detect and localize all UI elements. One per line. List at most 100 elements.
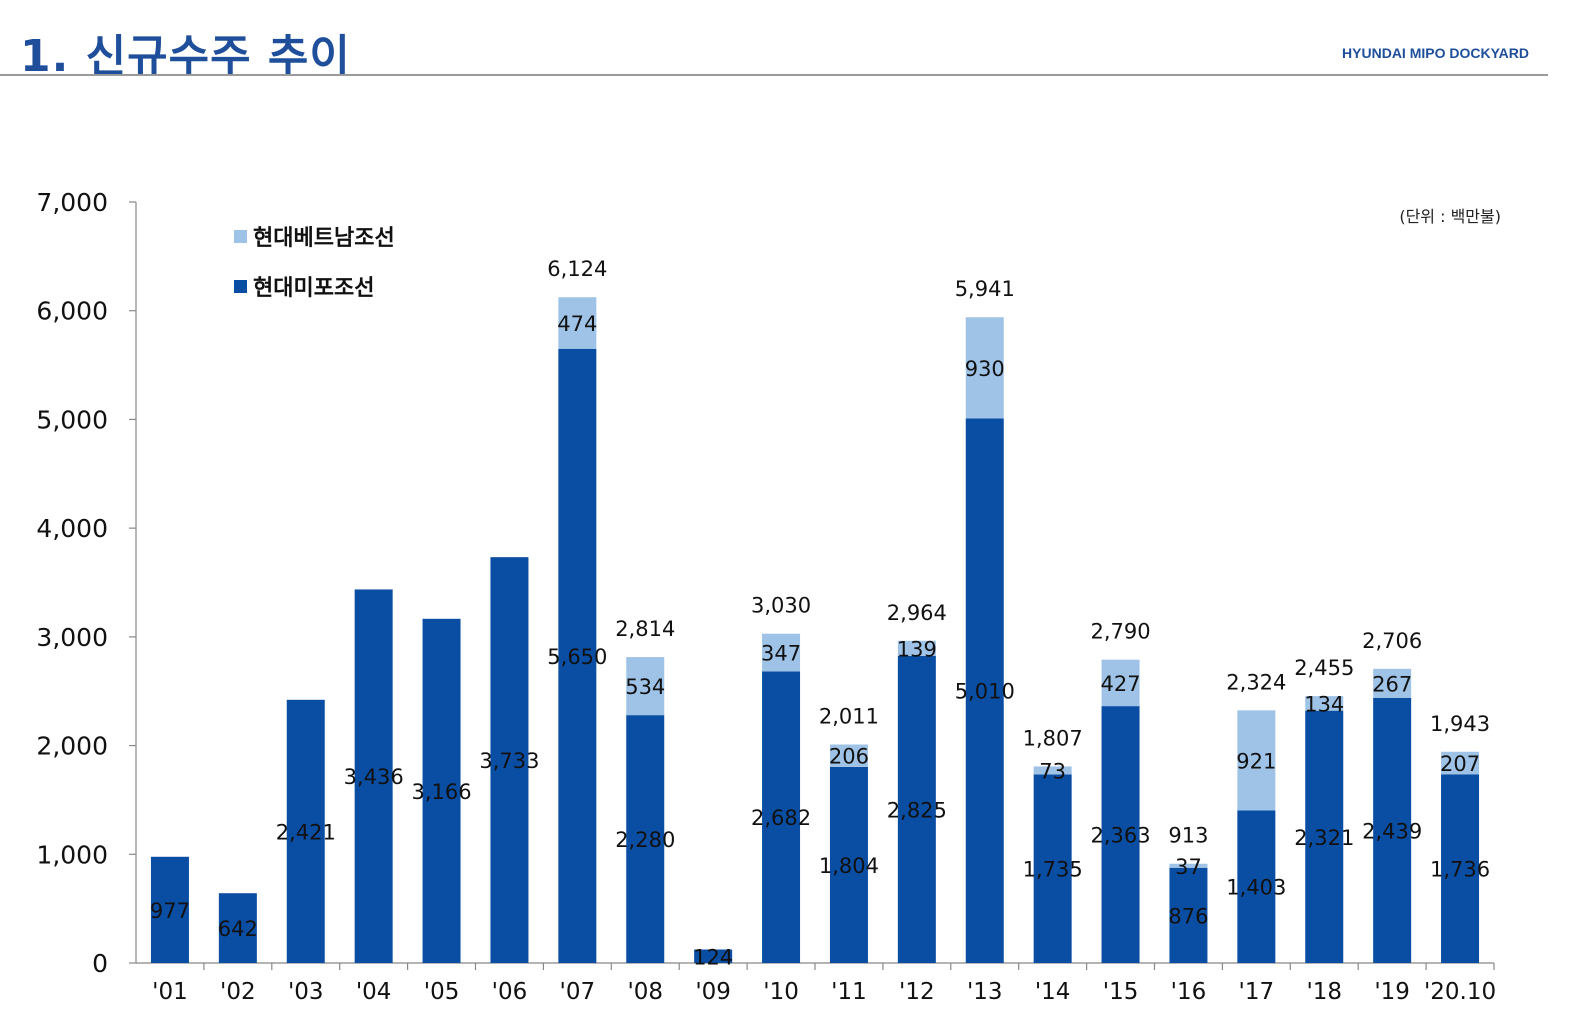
bar-mipo-'19: [1373, 697, 1412, 963]
x-tick-label: '19: [1374, 979, 1410, 1005]
legend-label-1: 현대미포조선: [253, 276, 374, 301]
x-tick-label: '03: [288, 979, 324, 1005]
data-label-vietnam: 534: [625, 675, 665, 699]
data-label-mipo: 2,421: [276, 820, 336, 844]
bar-vietnam-'18: [1305, 696, 1344, 711]
data-label-total: 2,964: [887, 601, 947, 625]
data-label-mipo: 5,650: [547, 645, 607, 669]
bar-mipo-'18: [1305, 710, 1344, 963]
bar-vietnam-'08: [626, 657, 665, 716]
x-tick-label: '11: [831, 979, 867, 1005]
unit-label: (단위 : 백만불): [1399, 207, 1501, 226]
data-label-mipo: 3,733: [479, 749, 539, 773]
x-tick-label: '08: [627, 979, 663, 1005]
data-label-total: 1,807: [1023, 727, 1083, 751]
bar-mipo-'17: [1237, 810, 1276, 963]
x-tick-label: '20.10: [1424, 979, 1496, 1005]
bar-mipo-'07: [558, 348, 597, 963]
bar-mipo-'06: [490, 557, 529, 963]
data-label-vietnam: 134: [1304, 692, 1344, 716]
data-label-mipo: 2,363: [1090, 824, 1150, 848]
x-tick-label: '16: [1171, 979, 1207, 1005]
bar-vietnam-'20.10: [1441, 751, 1480, 775]
data-label-vietnam: 930: [965, 357, 1005, 381]
data-label-mipo: 1,403: [1226, 876, 1286, 900]
y-tick-label: 1,000: [36, 840, 108, 869]
data-label-vietnam: 267: [1372, 672, 1412, 696]
x-tick-label: '07: [560, 979, 596, 1005]
data-label-mipo: 2,321: [1294, 826, 1354, 850]
data-label-total: 2,324: [1226, 670, 1286, 694]
bar-vietnam-'14: [1033, 766, 1072, 775]
bar-mipo-'16: [1169, 867, 1208, 963]
x-tick-label: '14: [1035, 979, 1071, 1005]
brand-logo-text: HYUNDAI MIPO DOCKYARD: [1342, 45, 1529, 61]
y-tick-label: 3,000: [36, 623, 108, 652]
data-label-mipo: 3,436: [344, 765, 404, 789]
bar-mipo-'14: [1033, 774, 1072, 963]
bar-vietnam-'17: [1237, 710, 1276, 811]
page-title: 1. 신규수주 추이: [20, 31, 351, 82]
bar-mipo-'02: [218, 893, 257, 963]
x-tick-label: '01: [152, 979, 188, 1005]
bar-mipo-'09: [694, 949, 733, 963]
x-tick-label: '18: [1306, 979, 1342, 1005]
data-label-total: 3,030: [751, 594, 811, 618]
y-tick-label: 2,000: [36, 732, 108, 761]
data-label-total: 5,941: [955, 277, 1015, 301]
bar-vietnam-'19: [1373, 668, 1412, 698]
data-label-total: 2,790: [1090, 620, 1150, 644]
legend-label-0: 현대베트남조선: [253, 226, 395, 251]
x-tick-label: '09: [695, 979, 731, 1005]
data-label-mipo: 5,010: [955, 680, 1015, 704]
y-tick-label: 5,000: [36, 405, 108, 434]
x-tick-label: '15: [1103, 979, 1139, 1005]
bar-mipo-'10: [762, 671, 801, 963]
bar-mipo-'04: [354, 589, 393, 963]
legend-swatch-0: [234, 230, 247, 243]
y-tick-label: 4,000: [36, 514, 108, 543]
x-tick-label: '04: [356, 979, 392, 1005]
data-label-total: 2,706: [1362, 629, 1422, 653]
data-label-mipo: 977: [150, 899, 190, 923]
y-tick-label: 0: [92, 949, 108, 978]
data-label-mipo: 2,825: [887, 798, 947, 822]
data-label-mipo: 3,166: [411, 780, 471, 804]
x-tick-label: '02: [220, 979, 256, 1005]
x-tick-label: '13: [967, 979, 1003, 1005]
bar-vietnam-'12: [897, 640, 936, 656]
data-label-total: 6,124: [547, 257, 607, 281]
data-label-vietnam: 921: [1236, 749, 1276, 773]
x-tick-label: '10: [763, 979, 799, 1005]
data-label-vietnam: 474: [557, 312, 597, 336]
data-label-vietnam: 207: [1440, 752, 1480, 776]
bar-vietnam-'16: [1169, 863, 1208, 868]
y-tick-label: 7,000: [36, 188, 108, 217]
bar-vietnam-'15: [1101, 659, 1140, 707]
x-tick-label: '05: [424, 979, 460, 1005]
data-label-vietnam: 73: [1039, 759, 1066, 783]
bar-mipo-'08: [626, 715, 665, 963]
data-label-mipo: 124: [693, 945, 733, 969]
bar-vietnam-'10: [762, 633, 801, 672]
bar-mipo-'05: [422, 618, 461, 963]
bar-mipo-'11: [829, 766, 868, 963]
data-label-mipo: 1,804: [819, 854, 879, 878]
data-label-mipo: 2,439: [1362, 819, 1422, 843]
data-label-vietnam: 139: [897, 637, 937, 661]
data-label-mipo: 2,280: [615, 828, 675, 852]
bar-mipo-'15: [1101, 706, 1140, 963]
data-label-total: 2,455: [1294, 656, 1354, 680]
data-label-vietnam: 37: [1175, 855, 1202, 879]
data-label-total: 1,943: [1430, 712, 1490, 736]
bar-mipo-'13: [965, 418, 1004, 963]
data-label-total: 913: [1168, 824, 1208, 848]
bar-mipo-'12: [897, 655, 936, 963]
data-label-total: 2,814: [615, 617, 675, 641]
bar-vietnam-'11: [829, 744, 868, 767]
x-tick-label: '06: [492, 979, 528, 1005]
data-label-mipo: 1,736: [1430, 858, 1490, 882]
bar-mipo-'01: [150, 856, 189, 963]
data-label-mipo: 2,682: [751, 806, 811, 830]
